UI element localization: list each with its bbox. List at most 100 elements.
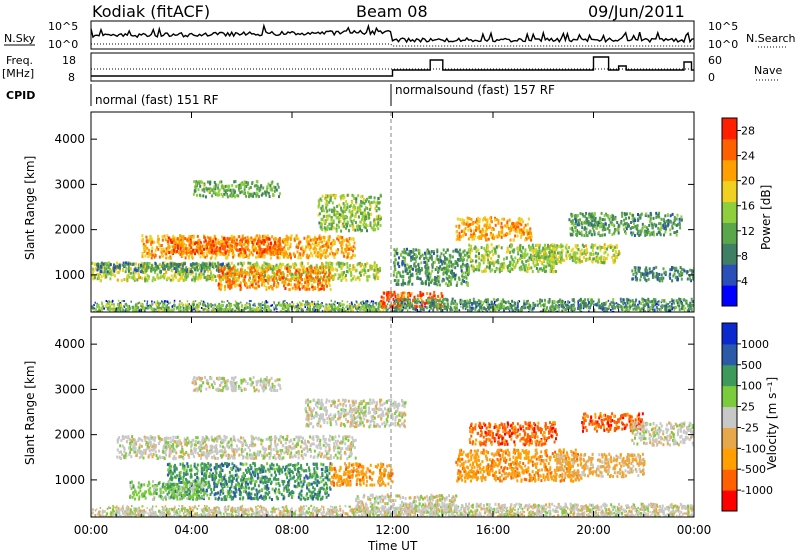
power-cell (450, 302, 453, 306)
power-cell (218, 241, 221, 245)
power-cell (393, 290, 396, 294)
power-cell (150, 237, 153, 241)
power-cell (526, 300, 528, 303)
power-cell (279, 245, 281, 249)
power-cell (387, 308, 389, 311)
power-cell (293, 266, 296, 270)
power-cell (419, 301, 421, 304)
power-cell (278, 256, 281, 260)
power-cell (320, 222, 323, 226)
power-cell (227, 269, 230, 273)
power-cell (288, 310, 291, 312)
power-cell (157, 237, 160, 241)
power-cell (379, 194, 382, 198)
power-cell (676, 301, 679, 305)
power-cell (351, 222, 354, 226)
power-cell (502, 300, 505, 304)
power-cell (345, 274, 347, 277)
power-cell (240, 244, 243, 248)
power-cell (345, 278, 348, 282)
nsky-tick-bottom: 10^0 (48, 38, 78, 51)
power-cell (408, 299, 411, 303)
power-cell (433, 301, 436, 305)
power-cell (340, 278, 343, 282)
power-cell (606, 310, 608, 312)
power-cell (284, 266, 287, 270)
power-cell (103, 273, 106, 277)
power-cell (140, 265, 142, 269)
power-cell (207, 187, 210, 191)
power-cell (208, 237, 211, 241)
power-cell (420, 267, 423, 270)
power-cell (217, 305, 220, 309)
power-cell (642, 306, 645, 310)
power-cell (187, 268, 190, 272)
power-cell (152, 267, 155, 271)
power-cell (328, 252, 331, 256)
power-cell (103, 271, 106, 275)
power-cell (206, 235, 209, 239)
power-cell (377, 310, 380, 312)
power-cell (441, 294, 444, 298)
power-cell (528, 302, 530, 306)
power-cell (280, 304, 283, 307)
power-cell (150, 302, 153, 306)
power-cell (229, 286, 232, 290)
power-cell (400, 301, 403, 305)
power-cell (100, 309, 103, 312)
power-cell (282, 262, 285, 266)
power-cell (250, 236, 253, 240)
power-cell (451, 255, 454, 259)
power-cell (587, 301, 590, 304)
power-cell (217, 190, 220, 194)
power-cell (165, 252, 168, 256)
power-cell (272, 244, 275, 248)
power-cell (222, 308, 225, 312)
power-cell (211, 263, 214, 267)
power-cell (184, 262, 186, 266)
power-cell (265, 248, 268, 252)
power-cell (362, 300, 364, 303)
power-cell (326, 240, 329, 244)
power-cell (249, 266, 252, 270)
power-cell (665, 302, 668, 305)
power-cell (120, 303, 122, 307)
power-cell (380, 302, 382, 305)
power-cell (342, 212, 345, 216)
power-cell (251, 253, 254, 257)
power-cell (299, 256, 302, 260)
power-cell (486, 300, 489, 304)
power-cell (416, 310, 418, 312)
power-cell (374, 207, 377, 211)
power-cell (579, 305, 582, 309)
power-cell (278, 301, 281, 304)
power-cell (526, 301, 529, 305)
power-cell (310, 279, 313, 282)
power-cell (221, 277, 224, 281)
power-cell (148, 306, 151, 310)
power-cell (360, 302, 363, 305)
power-cell (451, 301, 454, 305)
power-cell (183, 270, 186, 274)
power-cell (263, 280, 266, 284)
power-cell (255, 278, 258, 282)
power-cell (243, 186, 246, 190)
power-cell (580, 304, 582, 307)
power-cell (174, 246, 177, 250)
power-cell (257, 244, 260, 248)
power-cell (364, 302, 367, 306)
power-cell (273, 267, 276, 271)
power-cell (116, 270, 119, 274)
power-cell (347, 245, 350, 249)
power-cell (204, 255, 207, 259)
power-cell (372, 302, 375, 306)
power-cell (280, 265, 283, 269)
power-cell (354, 215, 357, 219)
power-cell (198, 242, 201, 246)
power-cell (320, 303, 323, 307)
power-cell (223, 189, 226, 193)
power-cell (377, 221, 380, 225)
power-cell (325, 199, 328, 203)
power-cell (316, 251, 319, 255)
power-cell (396, 310, 398, 312)
